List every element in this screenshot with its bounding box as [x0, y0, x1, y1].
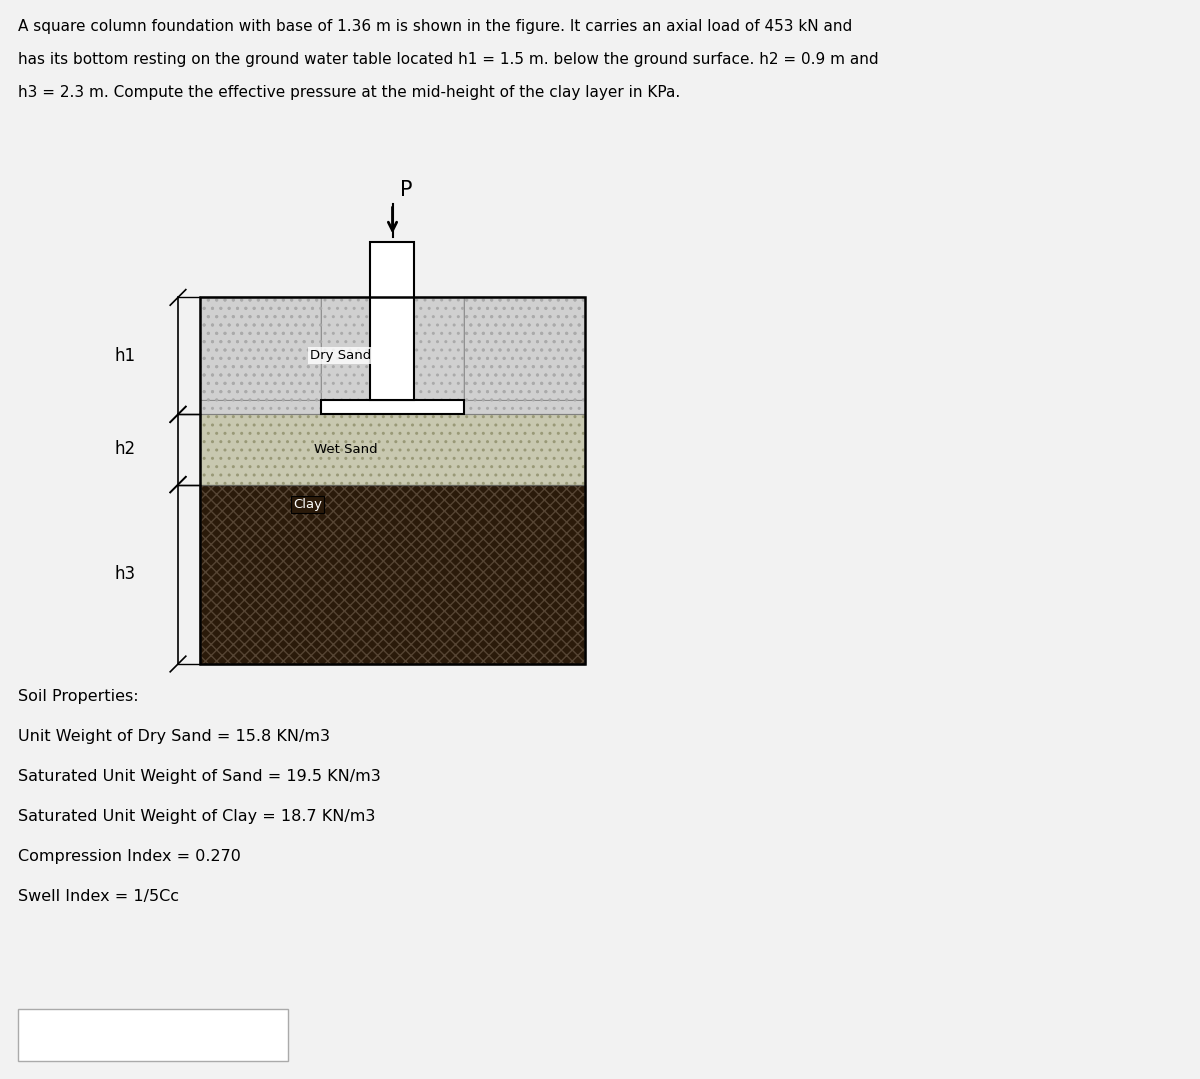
Bar — [320, 400, 464, 414]
Text: h1: h1 — [114, 347, 136, 365]
Text: Saturated Unit Weight of Sand = 19.5 KN/m3: Saturated Unit Weight of Sand = 19.5 KN/… — [18, 769, 380, 784]
Text: Clay: Clay — [293, 498, 323, 511]
Text: Swell Index = 1/5Cc: Swell Index = 1/5Cc — [18, 889, 179, 904]
Bar — [200, 414, 586, 484]
Bar — [200, 298, 320, 400]
Text: Unit Weight of Dry Sand = 15.8 KN/m3: Unit Weight of Dry Sand = 15.8 KN/m3 — [18, 729, 330, 745]
Bar — [18, 1009, 288, 1061]
Bar — [464, 298, 586, 414]
Bar — [320, 298, 371, 400]
Bar — [200, 484, 586, 664]
Bar — [200, 298, 586, 664]
Text: Compression Index = 0.270: Compression Index = 0.270 — [18, 849, 241, 864]
Bar — [320, 298, 371, 400]
Text: A square column foundation with base of 1.36 m is shown in the figure. It carrie: A square column foundation with base of … — [18, 19, 852, 35]
Bar — [414, 298, 464, 400]
Text: has its bottom resting on the ground water table located h1 = 1.5 m. below the g: has its bottom resting on the ground wat… — [18, 52, 878, 67]
Bar — [464, 298, 586, 400]
Text: h2: h2 — [114, 440, 136, 459]
Bar — [464, 298, 586, 414]
Text: P: P — [401, 180, 413, 201]
Text: Soil Properties:: Soil Properties: — [18, 689, 139, 704]
Bar — [200, 298, 320, 414]
Text: h3: h3 — [114, 565, 136, 584]
Bar — [464, 298, 586, 400]
Bar — [371, 243, 414, 400]
Text: Saturated Unit Weight of Clay = 18.7 KN/m3: Saturated Unit Weight of Clay = 18.7 KN/… — [18, 809, 376, 824]
Bar — [200, 484, 586, 664]
Bar — [200, 298, 320, 414]
Bar — [414, 298, 464, 400]
Bar — [200, 298, 320, 400]
Text: h3 = 2.3 m. Compute the effective pressure at the mid-height of the clay layer i: h3 = 2.3 m. Compute the effective pressu… — [18, 85, 680, 100]
Text: Dry Sand: Dry Sand — [310, 350, 371, 363]
Text: Wet Sand: Wet Sand — [314, 443, 378, 456]
Bar — [200, 414, 586, 484]
